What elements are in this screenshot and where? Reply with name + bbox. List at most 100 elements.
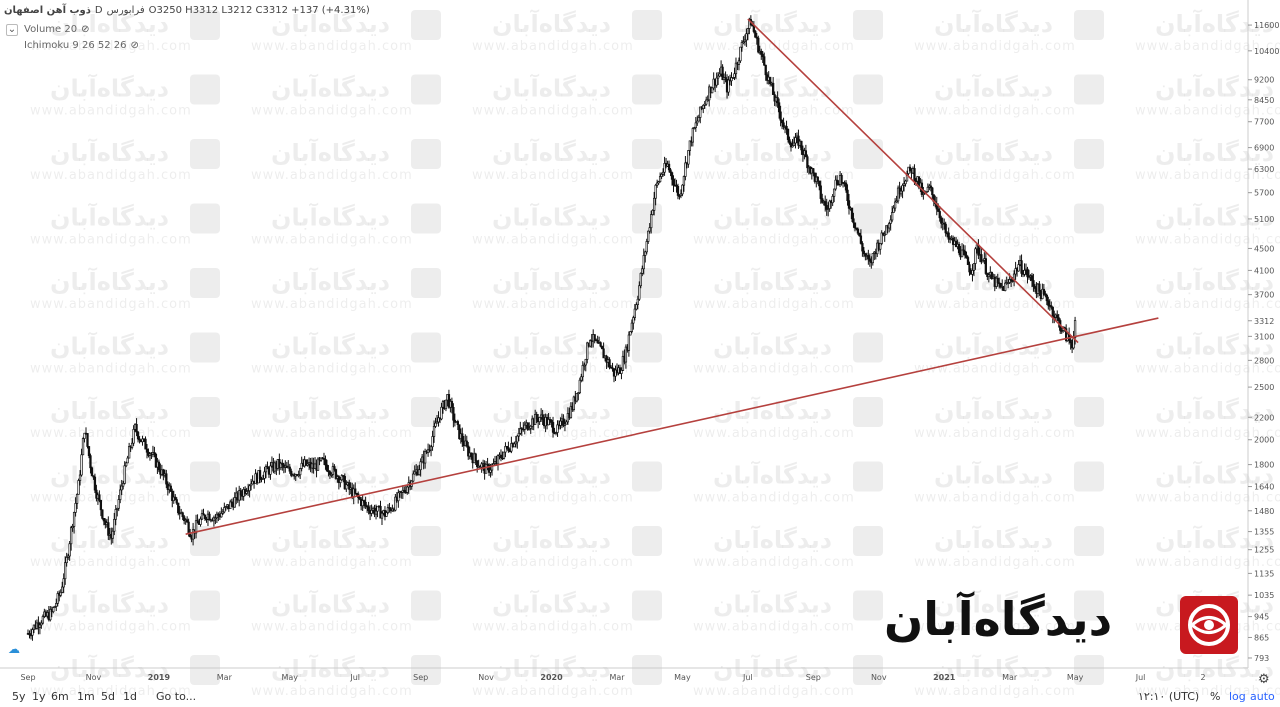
candle-body: [434, 422, 437, 427]
candle-body: [650, 214, 653, 229]
candle-body: [981, 260, 985, 263]
candle-body: [101, 509, 104, 519]
candle-body: [681, 184, 684, 195]
percent-toggle[interactable]: %: [1210, 690, 1221, 703]
time-tick-label: Sep: [413, 673, 428, 682]
candle-body: [708, 86, 711, 101]
watermark-logo-icon: [411, 332, 441, 363]
candle-body: [130, 442, 134, 448]
time-tick-label: 2021: [933, 673, 956, 682]
ichimoku-legend[interactable]: Ichimoku 9 26 52 26 ⊘: [24, 40, 139, 51]
price-tick-label: 6300: [1254, 165, 1274, 174]
watermark-logo-icon: [190, 203, 220, 234]
watermark-url: www.abandidgah.com: [472, 233, 634, 248]
timeframe-5d-button[interactable]: 5d: [101, 690, 115, 703]
watermark-url: www.abandidgah.com: [914, 684, 1076, 699]
watermark-url: www.abandidgah.com: [30, 297, 192, 312]
candle-body: [654, 184, 657, 199]
watermark-url: www.abandidgah.com: [914, 39, 1076, 54]
watermark-url: www.abandidgah.com: [1135, 104, 1280, 119]
timeframe-5y-button[interactable]: 5y: [12, 690, 26, 703]
candle-body: [507, 447, 510, 452]
watermark-logo-icon: [190, 268, 220, 298]
watermark-text: دیدگاه‌آبان: [713, 203, 832, 232]
candle-body: [721, 66, 724, 81]
candle-body: [837, 183, 840, 186]
price-tick-label: 8450: [1254, 96, 1274, 105]
auto-toggle[interactable]: auto: [1250, 690, 1275, 703]
candle-body: [624, 346, 628, 363]
candle-body: [519, 428, 522, 434]
price-tick-label: 793: [1254, 654, 1269, 663]
candle-body: [1026, 268, 1029, 278]
candle-body: [215, 513, 219, 519]
candle-body: [380, 512, 384, 519]
bottom-toolbar: 5y 1y 6m 1m 5d 1d Go to... ۱۲:۱۰ (UTC) %…: [0, 690, 1280, 703]
eye-off-icon[interactable]: ⊘: [130, 40, 139, 51]
candle-body: [645, 241, 648, 253]
candle-body: [196, 520, 199, 524]
candle-body: [246, 490, 250, 492]
candle-body: [893, 201, 897, 209]
candle-body: [755, 36, 758, 39]
watermark-url: www.abandidgah.com: [1135, 491, 1280, 506]
candle-body: [883, 233, 886, 236]
candle-body: [599, 342, 602, 347]
volume-label: Volume 20: [24, 24, 78, 35]
watermark-url: www.abandidgah.com: [693, 491, 855, 506]
interval-label[interactable]: D: [94, 5, 103, 16]
watermark-url: www.abandidgah.com: [30, 620, 192, 635]
cloud-icon[interactable]: ☁: [8, 642, 20, 656]
watermark-logo-icon: [190, 397, 220, 427]
candle-body: [516, 435, 519, 443]
timeframe-1d-button[interactable]: 1d: [123, 690, 137, 703]
candle-body: [621, 355, 625, 371]
candle-body: [627, 334, 631, 351]
volume-legend[interactable]: Volume 20 ⊘: [24, 24, 90, 35]
watermark-url: www.abandidgah.com: [30, 555, 192, 570]
timezone-label[interactable]: ۱۲:۱۰ (UTC): [1138, 690, 1200, 703]
watermark-text: دیدگاه‌آبان: [271, 590, 390, 619]
watermark-url: www.abandidgah.com: [693, 39, 855, 54]
eye-off-icon[interactable]: ⊘: [81, 24, 90, 35]
candle-body: [1017, 264, 1020, 272]
timeframe-1m-button[interactable]: 1m: [77, 690, 95, 703]
candle-body: [572, 396, 576, 410]
time-tick-label: Mar: [609, 673, 625, 682]
candle-body: [821, 198, 824, 203]
candle-body: [763, 56, 766, 66]
candle-body: [642, 255, 645, 270]
time-axis: Sep Nov 2019 Mar May Jul Sep Nov 2020 Mar May Jul Se…: [0, 667, 1248, 682]
candle-body: [834, 179, 837, 190]
candle-body: [861, 243, 864, 252]
watermark-text: دیدگاه‌آبان: [934, 525, 1053, 554]
candle-body: [496, 455, 500, 465]
candle-body: [551, 422, 555, 433]
goto-button[interactable]: Go to...: [156, 690, 197, 703]
timeframe-6m-button[interactable]: 6m: [51, 690, 69, 703]
watermark-logo-icon: [632, 10, 662, 40]
watermark-text: دیدگاه‌آبان: [271, 396, 390, 425]
candle-body: [800, 140, 803, 151]
candle-body: [327, 470, 330, 473]
candles-layer: [26, 15, 1077, 641]
candle-body: [727, 79, 730, 93]
watermark-logo-icon: [1074, 10, 1104, 40]
trendline: [747, 18, 1079, 344]
candle-body: [1044, 293, 1047, 296]
candle-body: [465, 440, 468, 447]
candle-body: [489, 469, 492, 473]
candle-body: [361, 500, 364, 507]
collapse-legend-chevron-icon[interactable]: ⌄: [6, 24, 18, 36]
gear-icon[interactable]: ⚙: [1258, 672, 1270, 687]
candle-body: [1045, 294, 1048, 302]
candle-body: [221, 511, 224, 514]
timeframe-1y-button[interactable]: 1y: [32, 690, 46, 703]
candle-body: [376, 505, 379, 512]
candle-body: [223, 507, 226, 513]
candle-body: [584, 358, 587, 366]
watermark-url: www.abandidgah.com: [914, 168, 1076, 183]
log-toggle[interactable]: log: [1229, 690, 1246, 703]
